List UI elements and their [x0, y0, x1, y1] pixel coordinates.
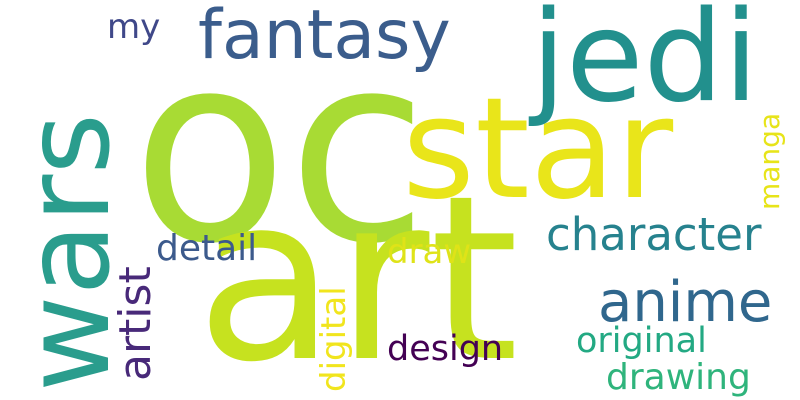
word-my: my [107, 7, 161, 47]
word-jedi: jedi [531, 0, 759, 130]
word-original: original [576, 321, 707, 361]
word-manga: manga [753, 112, 786, 210]
word-character: character [546, 208, 762, 261]
word-wars: wars [0, 113, 136, 392]
word-anime: anime [598, 270, 773, 335]
word-fantasy: fantasy [198, 0, 451, 75]
word-digital: digital [314, 286, 354, 392]
word-art: art [196, 146, 519, 400]
word-design: design [387, 329, 504, 369]
word-drawing: drawing [606, 357, 751, 398]
word-detail: detail [156, 228, 258, 269]
word-draw: draw [387, 232, 472, 272]
word-artist: artist [110, 266, 161, 381]
word-oc: oc [132, 0, 428, 301]
word-star: star [402, 68, 674, 231]
